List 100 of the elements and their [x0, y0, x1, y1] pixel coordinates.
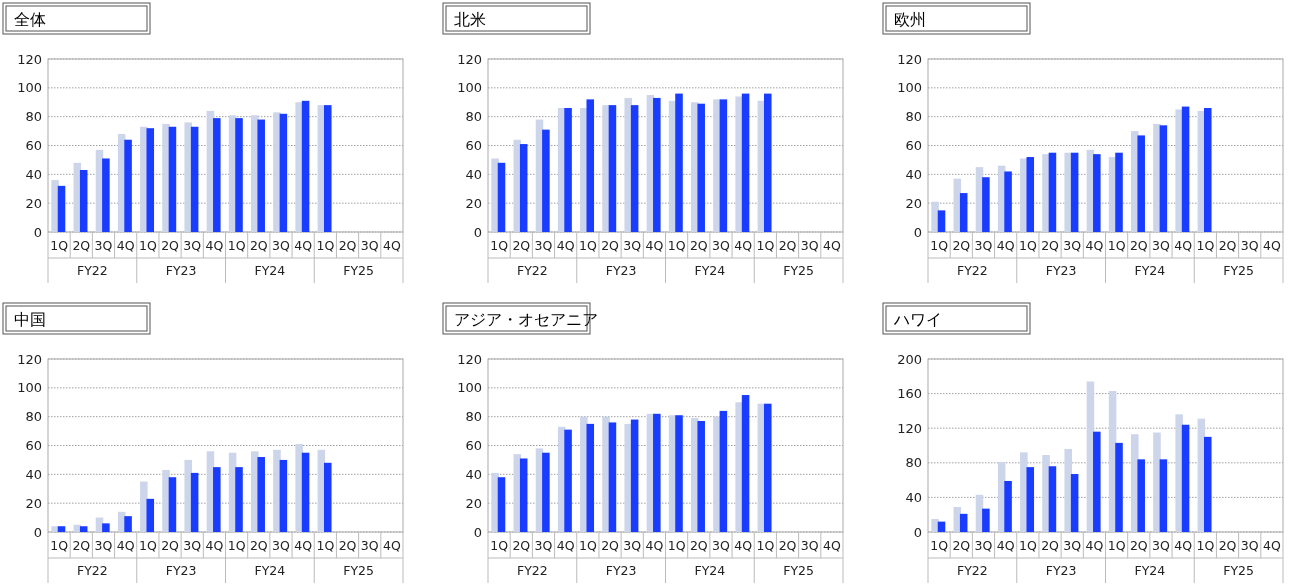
- y-tick-label: 40: [905, 166, 922, 182]
- text: FY23: [1045, 263, 1077, 278]
- x-tick-label: 4Q: [996, 238, 1015, 253]
- x-tick-label: 4Q: [294, 238, 313, 253]
- x-tick-label: 4Q: [294, 538, 313, 553]
- bar: [675, 415, 683, 532]
- bar: [1203, 436, 1212, 532]
- bar: [102, 523, 110, 532]
- bar: [168, 126, 177, 232]
- y-tick-label: 20: [465, 495, 482, 511]
- bar: [1137, 459, 1145, 532]
- x-tick-label: 2Q: [952, 538, 971, 553]
- bar: [1026, 157, 1035, 232]
- x-tick-label: 1Q: [930, 238, 949, 253]
- y-tick-label: 100: [17, 380, 42, 396]
- text: FY24: [254, 563, 286, 578]
- bar: [542, 129, 550, 232]
- x-tick-label: 3Q: [1240, 538, 1259, 553]
- bar: [931, 201, 939, 232]
- bar: [697, 420, 705, 532]
- x-tick-label: 2Q: [161, 538, 180, 553]
- text: FY25: [783, 563, 814, 578]
- x-tick-label: 4Q: [205, 238, 224, 253]
- x-tick-label: 3Q: [800, 538, 819, 553]
- bar: [1181, 106, 1190, 232]
- y-tick-label: 0: [473, 224, 482, 240]
- x-tick-label: 3Q: [94, 238, 113, 253]
- text: FY22: [77, 563, 108, 578]
- x-tick-label: 1Q: [1018, 538, 1037, 553]
- text: FY25: [343, 263, 374, 278]
- text: FY23: [165, 563, 197, 578]
- x-tick-label: 3Q: [974, 538, 993, 553]
- y-tick-label: 120: [457, 351, 482, 367]
- bar: [586, 423, 595, 532]
- y-tick-label: 20: [25, 495, 42, 511]
- x-tick-label: 1Q: [138, 238, 157, 253]
- y-tick-label: 120: [17, 351, 42, 367]
- x-tick-label: 3Q: [94, 538, 113, 553]
- x-tick-label: 3Q: [360, 538, 379, 553]
- text: FY25: [783, 263, 814, 278]
- bar: [190, 472, 199, 532]
- x-tick-label: 3Q: [183, 538, 202, 553]
- bar: [1070, 152, 1079, 232]
- bar: [301, 100, 310, 232]
- y-tick-label: 20: [905, 195, 922, 211]
- bar: [937, 210, 946, 232]
- x-tick-label: 3Q: [1240, 238, 1259, 253]
- text: FY25: [1223, 563, 1254, 578]
- x-tick-label: 1Q: [930, 538, 949, 553]
- text: FY23: [605, 263, 637, 278]
- y-tick-label: 80: [465, 409, 482, 425]
- x-tick-label: 2Q: [1041, 538, 1060, 553]
- bar: [653, 97, 661, 232]
- bar: [323, 462, 332, 532]
- bar: [1048, 152, 1057, 232]
- text: FY24: [1134, 263, 1166, 278]
- bar: [1026, 467, 1035, 532]
- y-tick-label: 40: [465, 166, 482, 182]
- y-tick-label: 160: [897, 386, 922, 402]
- text: FY22: [957, 263, 988, 278]
- x-tick-label: 2Q: [689, 238, 708, 253]
- x-tick-label: 2Q: [512, 238, 531, 253]
- bar: [79, 526, 88, 532]
- x-tick-label: 1Q: [490, 238, 509, 253]
- bar: [257, 119, 265, 232]
- x-tick-label: 1Q: [316, 538, 335, 553]
- y-tick-label: 120: [897, 420, 922, 436]
- x-tick-label: 4Q: [645, 238, 664, 253]
- bar: [146, 498, 155, 532]
- bar: [257, 457, 265, 532]
- x-tick-label: 4Q: [1174, 538, 1193, 553]
- x-tick-label: 1Q: [667, 238, 686, 253]
- x-tick-label: 1Q: [227, 538, 246, 553]
- y-tick-label: 80: [25, 409, 42, 425]
- y-tick-label: 120: [457, 51, 482, 67]
- bar: [1093, 154, 1101, 232]
- y-tick-label: 80: [905, 455, 922, 471]
- bar: [1048, 466, 1057, 532]
- bar: [586, 99, 595, 232]
- x-tick-label: 1Q: [1018, 238, 1037, 253]
- x-tick-label: 4Q: [734, 238, 753, 253]
- bar: [497, 477, 506, 532]
- x-tick-label: 4Q: [205, 538, 224, 553]
- text: FY25: [343, 563, 374, 578]
- bar: [497, 162, 506, 232]
- bar: [1203, 108, 1212, 232]
- y-tick-label: 120: [17, 51, 42, 67]
- bar: [608, 422, 617, 532]
- y-tick-label: 0: [473, 524, 482, 540]
- bar: [653, 413, 661, 532]
- y-tick-label: 60: [465, 438, 482, 454]
- x-tick-label: 3Q: [800, 238, 819, 253]
- x-tick-label: 1Q: [50, 238, 69, 253]
- bar: [57, 526, 66, 532]
- bar: [741, 395, 750, 532]
- y-tick-label: 200: [897, 351, 922, 367]
- y-tick-label: 120: [897, 51, 922, 67]
- x-tick-label: 4Q: [556, 238, 575, 253]
- bar: [719, 410, 728, 532]
- x-tick-label: 4Q: [1085, 238, 1104, 253]
